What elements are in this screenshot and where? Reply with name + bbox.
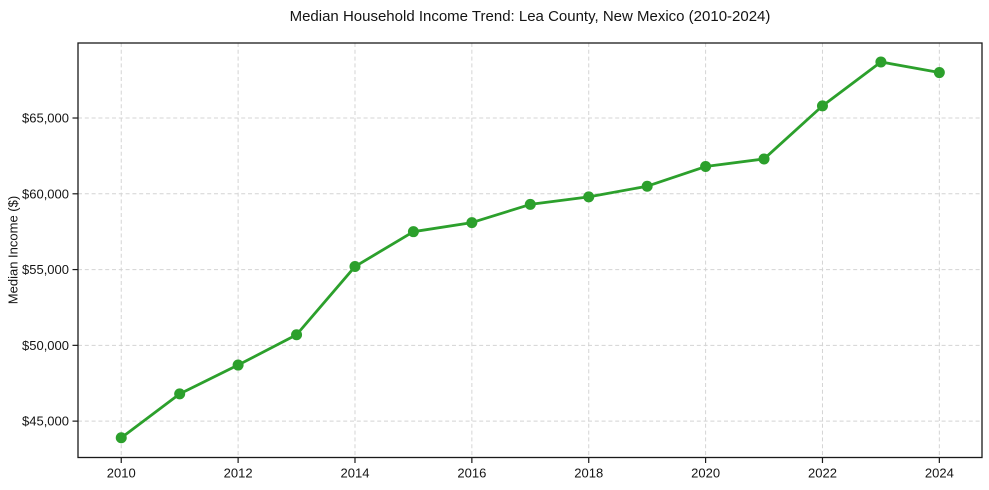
data-point-marker — [291, 329, 303, 341]
y-tick-label: $55,000 — [22, 262, 69, 277]
data-point-marker — [524, 198, 536, 210]
data-point-marker — [758, 153, 770, 165]
x-tick-label: 2014 — [341, 466, 370, 481]
y-tick-label: $60,000 — [22, 186, 69, 201]
x-tick-label: 2024 — [925, 466, 954, 481]
y-tick-label: $45,000 — [22, 414, 69, 429]
y-tick-label: $50,000 — [22, 338, 69, 353]
data-point-marker — [466, 217, 478, 229]
chart-title: Median Household Income Trend: Lea Count… — [289, 8, 771, 25]
x-tick-label: 2010 — [107, 466, 136, 481]
data-point-marker — [641, 180, 653, 192]
data-point-marker — [875, 56, 887, 68]
data-point-marker — [407, 226, 419, 238]
x-tick-label: 2016 — [457, 466, 486, 481]
data-point-marker — [816, 100, 828, 112]
x-tick-label: 2020 — [691, 466, 720, 481]
x-tick-label: 2012 — [224, 466, 253, 481]
plot-border — [77, 42, 983, 459]
data-point-marker — [933, 67, 945, 79]
data-point-marker — [349, 261, 361, 273]
data-point-marker — [700, 161, 712, 173]
data-point-marker — [174, 388, 186, 400]
data-point-marker — [232, 359, 244, 371]
x-tick-label: 2018 — [574, 466, 603, 481]
data-point-marker — [583, 191, 595, 203]
x-tick-label: 2022 — [808, 466, 837, 481]
y-tick-label: $65,000 — [22, 111, 69, 126]
data-point-marker — [115, 432, 127, 444]
